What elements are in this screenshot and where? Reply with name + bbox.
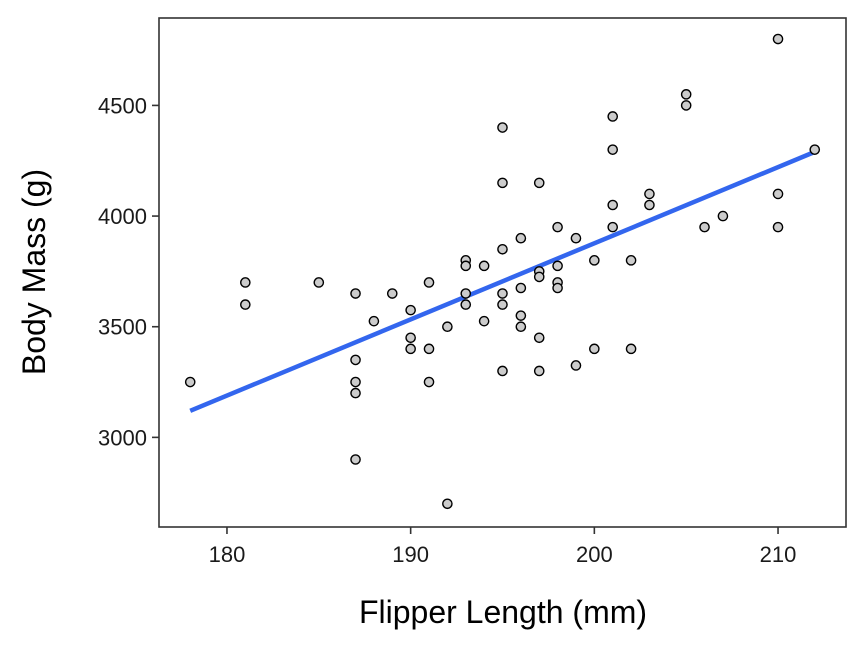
data-point bbox=[699, 221, 710, 233]
data-point bbox=[772, 33, 784, 45]
data-point bbox=[368, 315, 380, 327]
data-point bbox=[460, 288, 472, 299]
data-point bbox=[515, 310, 527, 321]
data-point bbox=[772, 188, 784, 200]
data-point bbox=[625, 255, 637, 266]
data-point bbox=[533, 365, 545, 377]
data-point bbox=[497, 288, 508, 299]
data-point bbox=[515, 282, 527, 294]
x-axis-title: Flipper Length (mm) bbox=[359, 594, 647, 630]
data-point bbox=[405, 343, 416, 355]
x-tick-label: 180 bbox=[209, 542, 246, 567]
data-point bbox=[607, 221, 619, 233]
data-point bbox=[240, 299, 251, 310]
plot-border bbox=[158, 17, 847, 528]
data-point bbox=[625, 343, 637, 355]
data-point bbox=[772, 221, 784, 233]
data-point bbox=[717, 210, 729, 222]
data-point bbox=[552, 221, 563, 233]
data-point bbox=[809, 144, 821, 155]
data-point bbox=[442, 498, 453, 510]
y-axis-title: Body Mass (g) bbox=[16, 169, 52, 375]
data-point bbox=[350, 387, 361, 399]
data-point bbox=[533, 177, 545, 189]
data-point bbox=[423, 376, 435, 388]
data-point bbox=[497, 243, 508, 255]
data-point bbox=[497, 365, 508, 377]
data-point bbox=[442, 321, 453, 333]
data-point bbox=[386, 288, 398, 299]
data-point bbox=[644, 188, 655, 200]
data-point bbox=[497, 122, 508, 133]
data-point bbox=[644, 199, 655, 211]
data-point bbox=[350, 454, 361, 465]
data-point bbox=[423, 277, 435, 288]
data-point bbox=[552, 260, 563, 272]
data-point bbox=[607, 111, 619, 122]
data-point bbox=[478, 315, 490, 327]
data-point bbox=[589, 343, 600, 355]
data-point bbox=[570, 360, 582, 371]
y-tick-label: 4500 bbox=[98, 93, 147, 118]
x-tick-label: 200 bbox=[576, 542, 613, 567]
data-point bbox=[313, 277, 325, 288]
data-point bbox=[478, 260, 490, 272]
y-tick-label: 4000 bbox=[98, 204, 147, 229]
data-point bbox=[350, 288, 361, 299]
data-point bbox=[460, 260, 472, 272]
data-point bbox=[240, 277, 251, 288]
data-point bbox=[515, 321, 527, 333]
data-point bbox=[552, 282, 563, 294]
data-point bbox=[460, 299, 472, 310]
data-point bbox=[184, 376, 196, 388]
data-point bbox=[405, 304, 416, 316]
data-point bbox=[405, 332, 416, 344]
data-point bbox=[680, 89, 692, 100]
data-point bbox=[497, 177, 508, 189]
data-point bbox=[423, 343, 435, 355]
data-point bbox=[607, 144, 619, 155]
data-point bbox=[680, 100, 692, 111]
data-point bbox=[570, 232, 582, 244]
x-tick-label: 210 bbox=[760, 542, 797, 567]
y-tick-label: 3500 bbox=[98, 315, 147, 340]
data-point bbox=[350, 376, 361, 388]
data-point bbox=[589, 255, 600, 266]
data-point bbox=[533, 271, 545, 283]
x-tick-label: 190 bbox=[392, 542, 429, 567]
y-tick-label: 3000 bbox=[98, 425, 147, 450]
data-point bbox=[350, 354, 361, 366]
data-point bbox=[515, 232, 527, 244]
data-point bbox=[607, 199, 619, 211]
data-point bbox=[533, 332, 545, 344]
trend-line bbox=[189, 149, 816, 413]
data-point bbox=[497, 299, 508, 310]
